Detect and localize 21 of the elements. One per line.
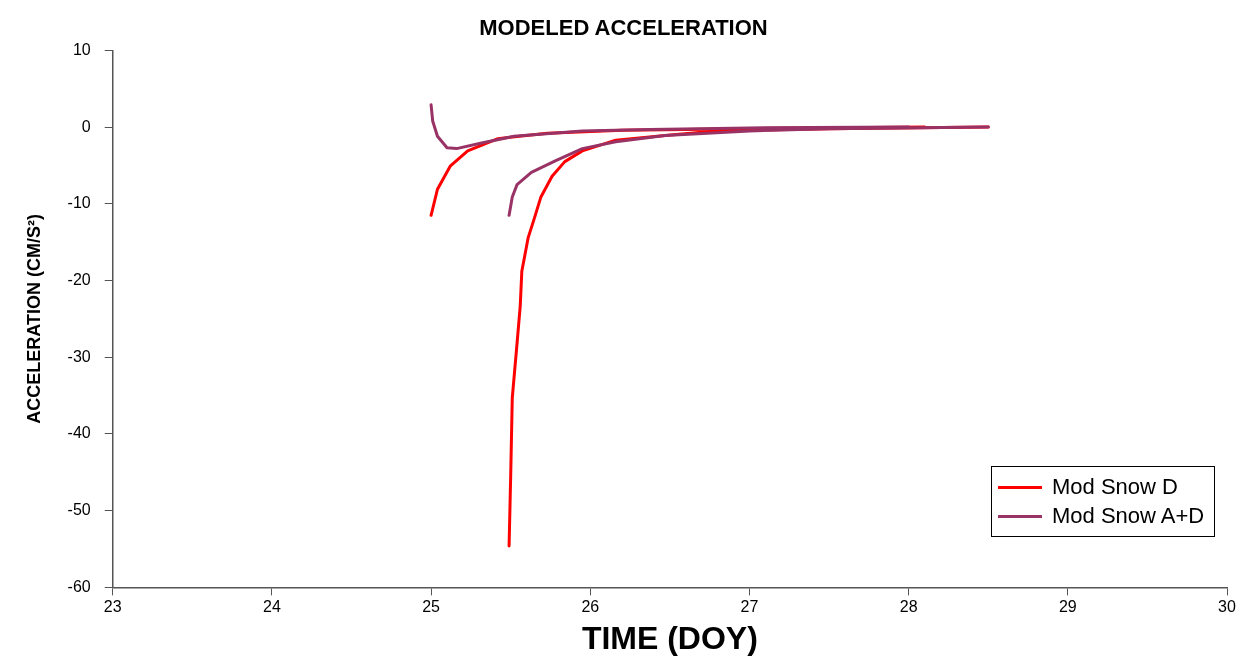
y-tick-label: -20 [67,270,91,288]
y-tick-label: -60 [67,577,91,595]
y-tick-label: 10 [72,40,91,58]
y-tick-label: -50 [67,501,91,519]
y-tick-label: 0 [81,117,91,135]
y-tick-label: -30 [67,347,91,365]
x-tick-label: 28 [899,598,918,616]
x-tick-label: 29 [1058,598,1077,616]
x-tick-label: 30 [1218,598,1236,616]
x-axis-title: TIME (DOY) [581,619,758,656]
x-tick-label: 26 [581,598,600,616]
y-tick-label: -40 [67,424,91,442]
legend-label: Mod Snow A+D [1052,503,1205,530]
chart-title: MODELED ACCELERATION [479,15,768,41]
x-tick-label: 25 [422,598,441,616]
x-tick-label: 24 [263,598,281,616]
x-tick-label: 23 [103,598,122,616]
legend-label: Mod Snow D [1052,474,1178,501]
x-tick-label: 27 [740,598,759,616]
y-axis-title: ACCELERATION (CM/S²) [23,214,44,424]
y-tick-label: -10 [67,194,91,212]
